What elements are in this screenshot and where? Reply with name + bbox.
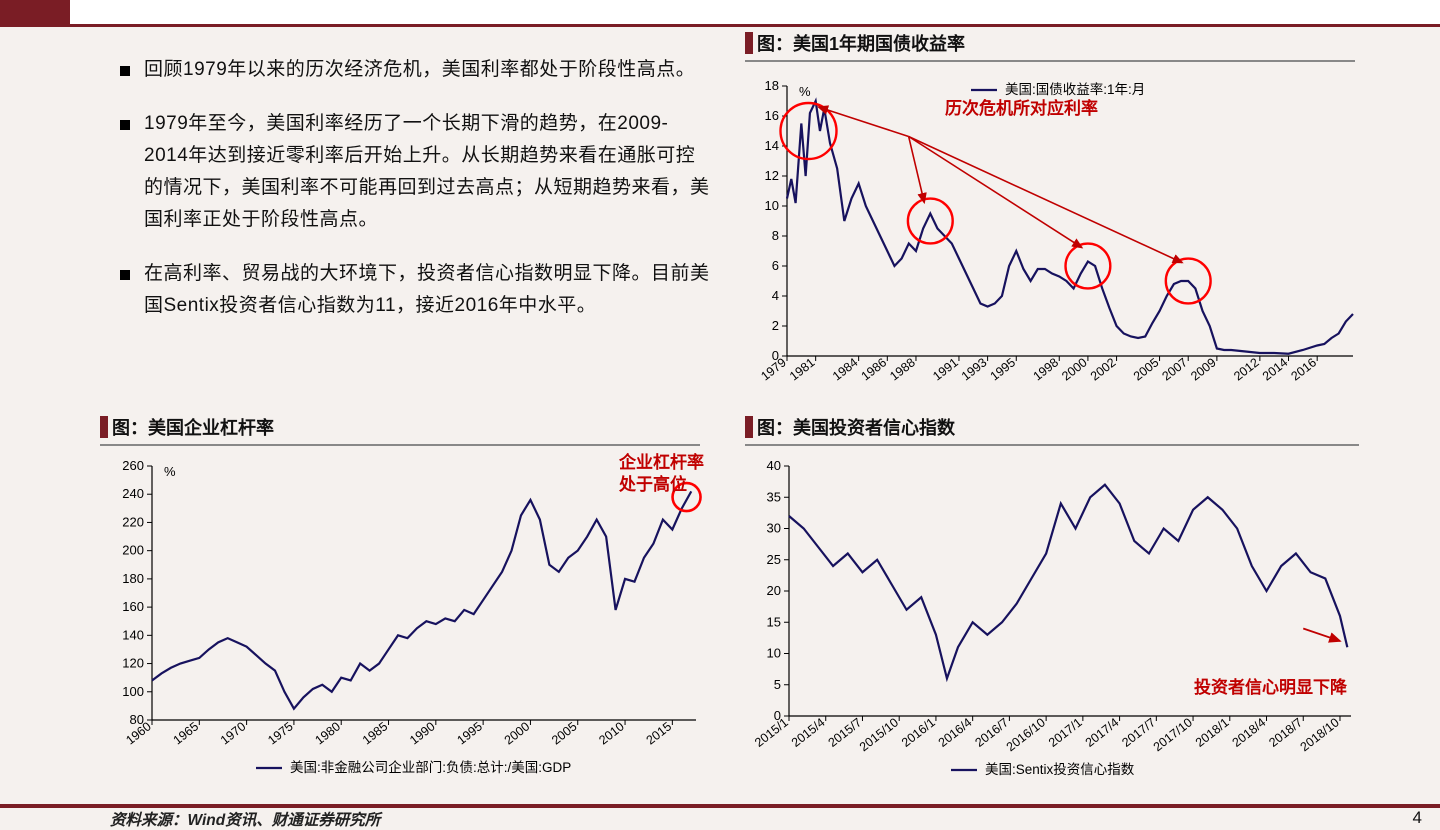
svg-text:2016/1: 2016/1 [899, 715, 938, 750]
svg-text:25: 25 [767, 552, 781, 567]
bullet-item: 1979年至今，美国利率经历了一个长期下滑的趋势，在2009-2014年达到接近… [120, 108, 710, 236]
svg-text:2009: 2009 [1188, 355, 1219, 383]
svg-text:16: 16 [765, 108, 779, 123]
svg-text:240: 240 [122, 486, 144, 501]
svg-text:2018/4: 2018/4 [1230, 715, 1269, 750]
svg-text:美国:国债收益率:1年:月: 美国:国债收益率:1年:月 [1005, 81, 1145, 97]
chart-leverage: 图：美国企业杠杆率 企业杠杆率 处于高位 8010012014016018020… [100, 414, 714, 782]
svg-text:10: 10 [765, 198, 779, 213]
svg-text:15: 15 [767, 614, 781, 629]
svg-text:10: 10 [767, 646, 781, 661]
svg-text:6: 6 [772, 258, 779, 273]
page-number: 4 [1413, 808, 1422, 828]
svg-text:1979: 1979 [758, 355, 789, 383]
chart-sentix: 图：美国投资者信心指数 投资者信心明显下降 051015202530354020… [745, 414, 1375, 782]
header-accent [0, 0, 70, 24]
chart-title: 图：美国1年期国债收益率 [757, 30, 965, 56]
svg-text:2: 2 [772, 318, 779, 333]
svg-text:5: 5 [774, 677, 781, 692]
svg-text:2018/10: 2018/10 [1298, 715, 1342, 754]
svg-text:2017/4: 2017/4 [1083, 715, 1122, 750]
svg-text:140: 140 [122, 627, 144, 642]
svg-text:200: 200 [122, 543, 144, 558]
svg-text:2005: 2005 [549, 719, 580, 747]
svg-text:2015/10: 2015/10 [857, 715, 901, 754]
title-underline [745, 60, 1355, 62]
svg-text:2017/10: 2017/10 [1151, 715, 1195, 754]
svg-text:2015/1: 2015/1 [752, 715, 791, 750]
bullet-item: 在高利率、贸易战的大环境下，投资者信心指数明显下降。目前美国Sentix投资者信… [120, 258, 710, 322]
svg-text:2007: 2007 [1160, 355, 1191, 383]
svg-text:1960: 1960 [123, 719, 154, 747]
annotation-high-leverage: 企业杠杆率 处于高位 [619, 452, 704, 496]
svg-text:1980: 1980 [313, 719, 344, 747]
svg-text:2016/10: 2016/10 [1004, 715, 1048, 754]
svg-text:2005: 2005 [1131, 355, 1162, 383]
svg-text:2015/4: 2015/4 [789, 715, 828, 750]
header-underline [0, 24, 1440, 27]
title-bar [745, 32, 753, 54]
svg-text:1986: 1986 [859, 355, 890, 383]
bullet-item: 回顾1979年以来的历次经济危机，美国利率都处于阶段性高点。 [120, 54, 710, 86]
svg-text:2016/4: 2016/4 [936, 715, 975, 750]
svg-text:1995: 1995 [988, 355, 1019, 383]
svg-text:120: 120 [122, 656, 144, 671]
chart-title: 图：美国投资者信心指数 [757, 414, 955, 440]
svg-text:2000: 2000 [502, 719, 533, 747]
header-bar [0, 0, 1440, 24]
svg-text:30: 30 [767, 521, 781, 536]
svg-text:160: 160 [122, 599, 144, 614]
svg-text:2010: 2010 [596, 719, 627, 747]
title-underline [745, 444, 1359, 446]
svg-text:2014: 2014 [1260, 355, 1291, 383]
svg-text:1995: 1995 [454, 719, 485, 747]
svg-text:100: 100 [122, 684, 144, 699]
source-text: 资料来源：Wind资讯、财通证券研究所 [110, 808, 380, 830]
svg-text:2018/1: 2018/1 [1193, 715, 1232, 750]
annotation-crisis-rates: 历次危机所对应利率 [945, 98, 1098, 120]
svg-text:美国:Sentix投资信心指数: 美国:Sentix投资信心指数 [985, 762, 1135, 777]
svg-text:2002: 2002 [1088, 355, 1119, 383]
svg-text:8: 8 [772, 228, 779, 243]
svg-text:2017/1: 2017/1 [1046, 715, 1085, 750]
svg-text:20: 20 [767, 583, 781, 598]
svg-text:35: 35 [767, 489, 781, 504]
title-bar [745, 416, 753, 438]
svg-text:260: 260 [122, 458, 144, 473]
svg-text:1981: 1981 [787, 355, 818, 383]
svg-text:1990: 1990 [407, 719, 438, 747]
bullet-list: 回顾1979年以来的历次经济危机，美国利率都处于阶段性高点。 1979年至今，美… [120, 54, 710, 344]
title-underline [100, 444, 700, 446]
svg-text:1998: 1998 [1031, 355, 1062, 383]
svg-text:1985: 1985 [360, 719, 391, 747]
svg-text:40: 40 [767, 458, 781, 473]
svg-text:1991: 1991 [930, 355, 961, 383]
chart-treasury: 图：美国1年期国债收益率 历次危机所对应利率 024681012141618%1… [745, 30, 1375, 408]
svg-text:220: 220 [122, 514, 144, 529]
title-bar [100, 416, 108, 438]
svg-text:1984: 1984 [830, 355, 861, 383]
svg-text:%: % [164, 464, 176, 479]
svg-text:1988: 1988 [887, 355, 918, 383]
svg-text:12: 12 [765, 168, 779, 183]
svg-text:4: 4 [772, 288, 779, 303]
svg-text:1970: 1970 [218, 719, 249, 747]
svg-text:%: % [799, 84, 811, 99]
svg-text:1975: 1975 [265, 719, 296, 747]
svg-text:18: 18 [765, 78, 779, 93]
chart-title: 图：美国企业杠杆率 [112, 414, 274, 440]
svg-text:1993: 1993 [959, 355, 990, 383]
svg-text:1965: 1965 [171, 719, 202, 747]
annotation-confidence-drop: 投资者信心明显下降 [1194, 677, 1347, 699]
svg-text:180: 180 [122, 571, 144, 586]
svg-text:14: 14 [765, 138, 779, 153]
svg-text:美国:非金融公司企业部门:负债:总计:/美国:GDP: 美国:非金融公司企业部门:负债:总计:/美国:GDP [290, 759, 571, 775]
svg-text:2015: 2015 [644, 719, 675, 747]
svg-text:2016: 2016 [1288, 355, 1319, 383]
svg-text:2012: 2012 [1231, 355, 1262, 383]
svg-text:2000: 2000 [1059, 355, 1090, 383]
